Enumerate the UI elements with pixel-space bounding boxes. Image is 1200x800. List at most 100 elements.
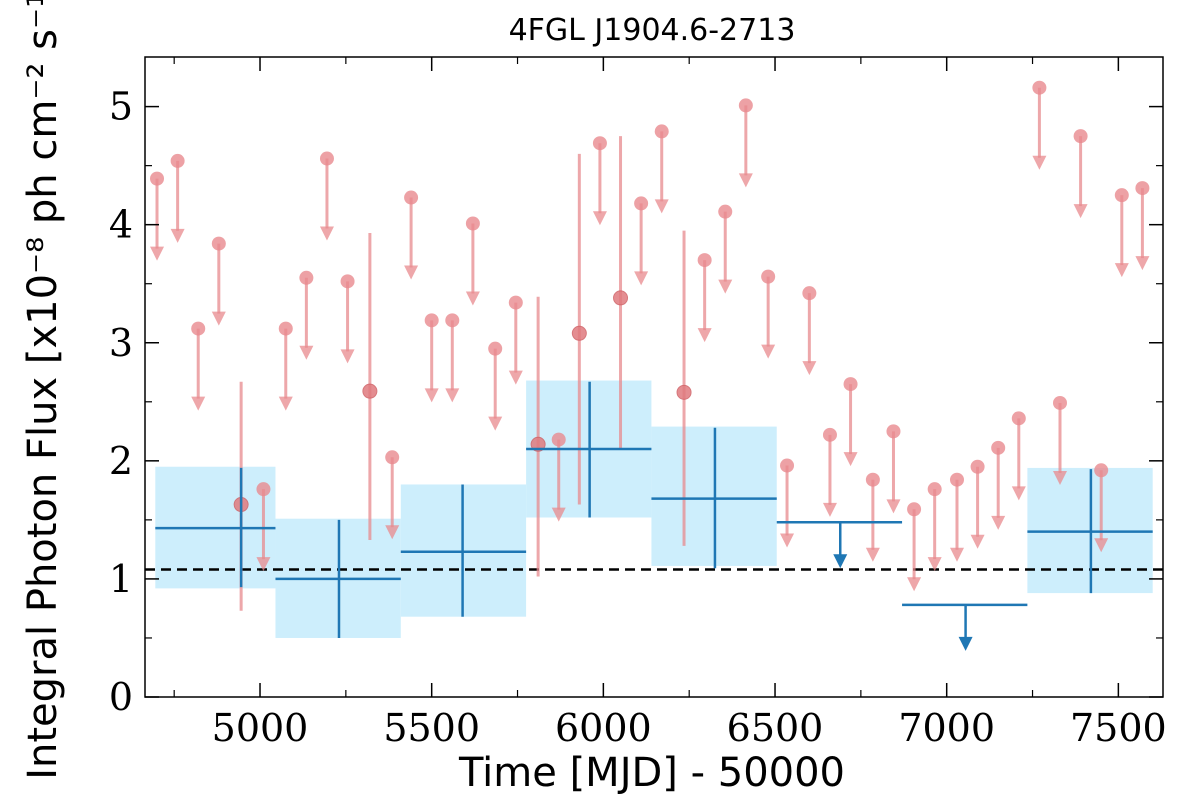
- monthly-detection-point: [571, 325, 587, 341]
- monthly-upper-limit-arrowhead: [970, 534, 985, 549]
- monthly-upper-limit-arrowhead: [508, 370, 523, 385]
- monthly-upper-limit-point: [150, 171, 165, 186]
- monthly-upper-limit-point: [949, 472, 964, 487]
- monthly-upper-limit-point: [865, 472, 880, 487]
- monthly-upper-limit-arrowhead: [949, 547, 964, 562]
- monthly-upper-limit-point: [445, 313, 460, 328]
- monthly-upper-limit-point: [299, 270, 314, 285]
- chart-title: 4FGL J1904.6-2713: [509, 13, 796, 48]
- y-tick-label: 5: [109, 85, 133, 129]
- monthly-upper-limit-arrowhead: [424, 388, 439, 403]
- x-tick-label: 5000: [212, 706, 309, 750]
- monthly-upper-limit-point: [488, 341, 503, 356]
- monthly-detection-point: [676, 384, 692, 400]
- monthly-upper-limit-point: [508, 295, 523, 310]
- monthly-upper-limit-arrowhead: [843, 452, 858, 467]
- monthly-upper-limit-point: [1052, 395, 1067, 410]
- monthly-upper-limit-point: [340, 274, 355, 289]
- y-axis-label: Integral Photon Flux [x10⁻⁸ ph cm⁻² s⁻¹]: [20, 0, 66, 780]
- monthly-upper-limit-arrowhead: [697, 328, 712, 343]
- x-tick-label: 7000: [898, 706, 995, 750]
- monthly-upper-limit-arrowhead: [1073, 204, 1088, 219]
- monthly-upper-limit-arrowhead: [907, 577, 922, 592]
- monthly-upper-limit-arrowhead: [256, 557, 271, 572]
- monthly-upper-limit-point: [1114, 188, 1129, 203]
- x-tick-label: 6000: [555, 706, 652, 750]
- monthly-upper-limit-arrowhead: [551, 507, 566, 522]
- monthly-upper-limit-point: [738, 98, 753, 113]
- monthly-upper-limit-arrowhead: [738, 173, 753, 188]
- monthly-upper-limit-arrowhead: [191, 396, 206, 411]
- monthly-upper-limit-point: [278, 321, 293, 336]
- monthly-upper-limit-point: [1073, 129, 1088, 144]
- monthly-upper-limit-arrowhead: [822, 502, 837, 517]
- monthly-upper-limit-point: [843, 377, 858, 392]
- monthly-upper-limit-arrowhead: [465, 291, 480, 306]
- monthly-upper-limit-arrowhead: [488, 416, 503, 431]
- monthly-upper-limit-point: [654, 124, 669, 139]
- monthly-upper-limit-point: [191, 321, 206, 336]
- monthly-upper-limit-point: [211, 236, 226, 251]
- monthly-upper-limit-point: [1032, 80, 1047, 95]
- monthly-upper-limit-point: [1094, 463, 1109, 478]
- monthly-upper-limit-point: [822, 427, 837, 442]
- monthly-upper-limit-arrowhead: [445, 388, 460, 403]
- monthly-upper-limit-arrowhead: [927, 557, 942, 572]
- monthly-upper-limit-point: [551, 432, 566, 447]
- monthly-upper-limit-arrowhead: [761, 344, 776, 359]
- monthly-upper-limit-point: [907, 502, 922, 517]
- monthly-upper-limit-point: [404, 190, 419, 205]
- monthly-upper-limit-point: [886, 424, 901, 439]
- yearly-upper-limit-arrowhead: [833, 554, 848, 569]
- monthly-upper-limit-arrowhead: [1052, 470, 1067, 485]
- monthly-upper-limit-point: [319, 151, 334, 166]
- monthly-upper-limit-arrowhead: [1135, 256, 1150, 271]
- monthly-upper-limit-arrowhead: [1011, 486, 1026, 501]
- x-axis-label: Time [MJD] - 50000: [458, 750, 845, 796]
- monthly-upper-limit-arrowhead: [1114, 263, 1129, 278]
- monthly-upper-limit-arrowhead: [340, 349, 355, 364]
- x-tick-label: 6500: [727, 706, 824, 750]
- monthly-upper-limit-arrowhead: [299, 345, 314, 360]
- y-tick-label: 3: [109, 321, 133, 365]
- monthly-upper-limit-arrowhead: [211, 311, 226, 326]
- monthly-upper-limit-arrowhead: [991, 515, 1006, 530]
- monthly-upper-limit-point: [780, 458, 795, 473]
- monthly-upper-limit-point: [970, 459, 985, 474]
- monthly-upper-limit-point: [385, 450, 400, 465]
- yearly-upper-limit-arrowhead: [958, 636, 973, 651]
- y-tick-label: 0: [109, 675, 133, 719]
- monthly-upper-limit-arrowhead: [1094, 538, 1109, 553]
- monthly-upper-limit-arrowhead: [865, 547, 880, 562]
- monthly-upper-limit-arrowhead: [592, 211, 607, 226]
- monthly-upper-limit-point: [697, 253, 712, 268]
- monthly-upper-limit-point: [592, 136, 607, 151]
- monthly-upper-limit-arrowhead: [150, 246, 165, 261]
- monthly-upper-limit-arrowhead: [319, 226, 334, 241]
- monthly-upper-limit-point: [761, 269, 776, 284]
- monthly-upper-limit-arrowhead: [278, 396, 293, 411]
- y-tick-label: 2: [109, 439, 133, 483]
- monthly-upper-limit-arrowhead: [404, 265, 419, 280]
- monthly-upper-limit-point: [424, 313, 439, 328]
- monthly-upper-limit-point: [927, 482, 942, 497]
- monthly-upper-limit-arrowhead: [170, 228, 185, 243]
- monthly-upper-limit-arrowhead: [780, 533, 795, 548]
- monthly-upper-limit-point: [465, 216, 480, 231]
- x-tick-label: 7500: [1070, 706, 1167, 750]
- monthly-upper-limit-point: [1011, 411, 1026, 426]
- monthly-upper-limit-point: [802, 286, 817, 301]
- monthly-upper-limit-point: [634, 196, 649, 211]
- monthly-upper-limit-point: [991, 440, 1006, 455]
- monthly-upper-limit-arrowhead: [718, 279, 733, 294]
- monthly-upper-limit-arrowhead: [886, 499, 901, 514]
- monthly-upper-limit-arrowhead: [654, 199, 669, 214]
- monthly-detection-point: [613, 290, 629, 306]
- monthly-upper-limit-point: [718, 204, 733, 219]
- monthly-upper-limit-point: [256, 482, 271, 497]
- y-tick-label: 4: [109, 203, 133, 247]
- monthly-upper-limit-arrowhead: [634, 271, 649, 286]
- y-tick-label: 1: [109, 557, 133, 601]
- monthly-upper-limit-arrowhead: [385, 525, 400, 540]
